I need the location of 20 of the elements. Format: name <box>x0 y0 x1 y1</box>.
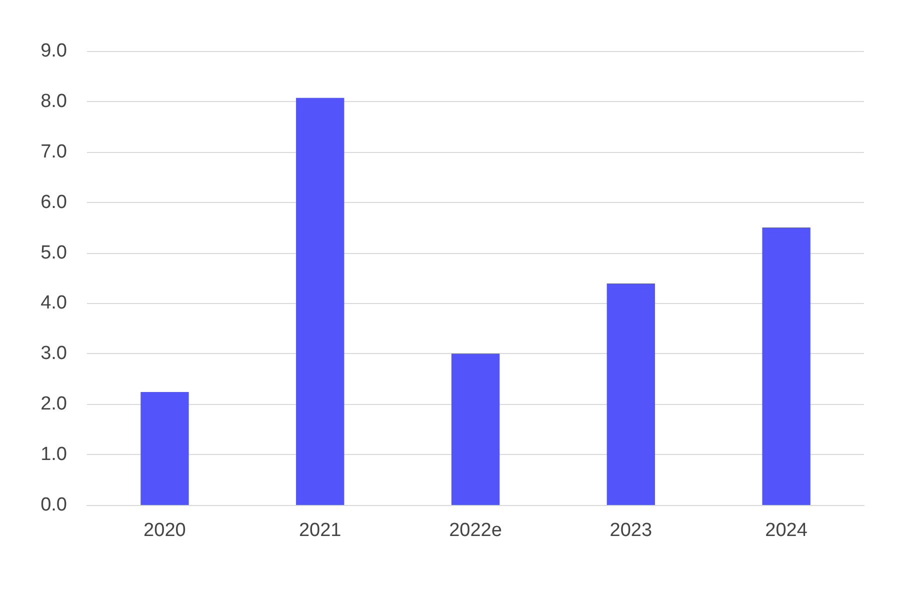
y-tick-label: 2.0 <box>40 394 67 415</box>
y-tick-label: 9.0 <box>40 40 67 62</box>
y-tick-label: 3.0 <box>40 343 67 364</box>
x-tick-label: 2022e <box>449 520 502 541</box>
bar <box>296 98 344 505</box>
y-tick-label: 6.0 <box>40 192 67 213</box>
bar <box>762 228 810 505</box>
y-tick-label: 5.0 <box>40 242 67 264</box>
x-tick-label: 2021 <box>298 520 342 541</box>
y-tick-label: 8.0 <box>40 90 67 112</box>
x-tick-label: 2023 <box>610 520 652 541</box>
bar <box>140 392 189 505</box>
x-tick-label: 2020 <box>144 520 186 541</box>
y-tick-label: 1.0 <box>40 444 67 466</box>
y-tick-label: 4.0 <box>40 292 67 314</box>
y-tick-label: 0.0 <box>40 494 67 516</box>
bar <box>451 354 500 505</box>
x-tick-label: 2024 <box>765 520 808 541</box>
y-tick-label: 7.0 <box>40 141 67 162</box>
bar <box>606 284 655 505</box>
